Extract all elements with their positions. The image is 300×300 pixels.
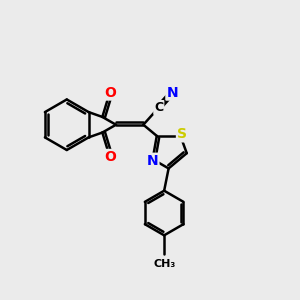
Text: N: N: [147, 154, 158, 168]
Text: S: S: [177, 128, 187, 141]
Text: O: O: [104, 150, 116, 164]
Text: C: C: [154, 101, 164, 114]
Text: O: O: [104, 85, 116, 100]
Text: N: N: [167, 85, 178, 100]
Text: CH₃: CH₃: [153, 259, 175, 269]
